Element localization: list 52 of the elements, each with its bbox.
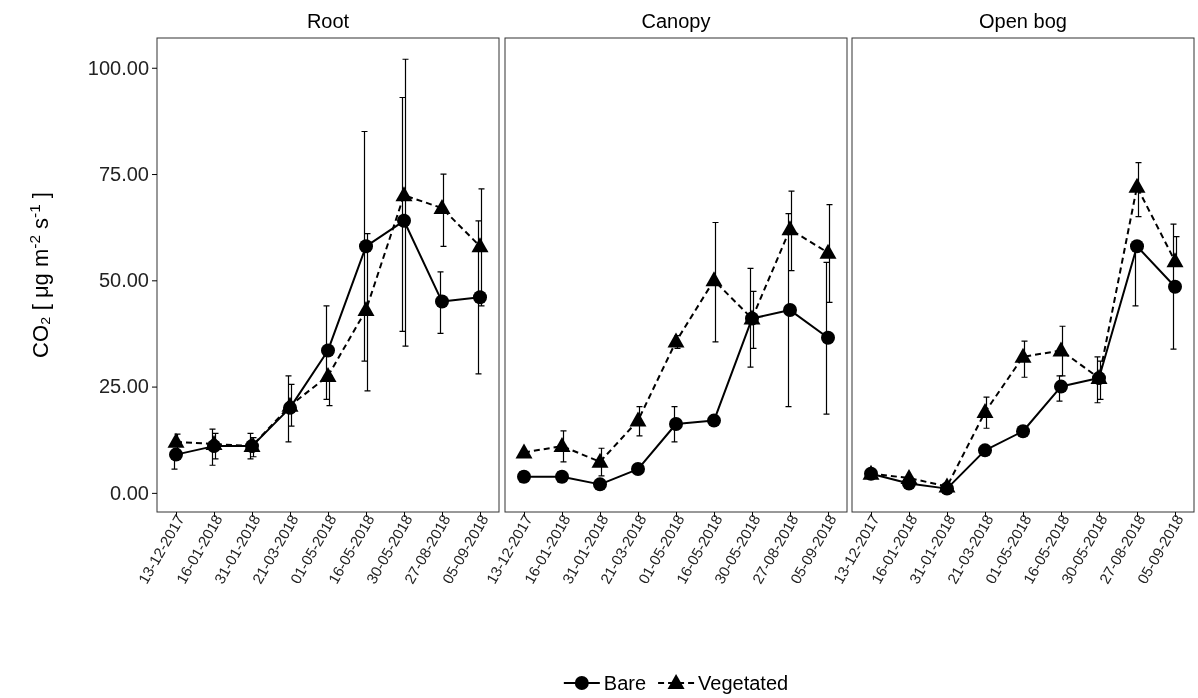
point	[669, 417, 683, 431]
chart-title: Root	[306, 10, 350, 32]
point	[321, 343, 335, 358]
point	[591, 452, 609, 468]
y-tick-label: 100.00	[87, 56, 149, 79]
point	[1168, 279, 1182, 294]
legend-label: Vegetated	[698, 672, 789, 694]
point	[205, 434, 223, 450]
point	[555, 469, 569, 484]
point	[821, 330, 835, 345]
point	[1054, 379, 1068, 394]
point	[1016, 424, 1030, 439]
chart-title: Open bog	[979, 10, 1067, 32]
point	[1130, 239, 1144, 254]
point	[319, 366, 337, 382]
y-tick-label: 50.00	[98, 269, 149, 292]
point	[705, 271, 723, 287]
point	[938, 477, 956, 493]
point	[167, 432, 185, 448]
y-tick-label: 75.00	[98, 162, 149, 185]
point	[978, 443, 992, 458]
point	[1166, 252, 1184, 268]
point	[553, 437, 571, 453]
point	[667, 332, 685, 348]
point	[281, 396, 299, 412]
point	[1128, 177, 1146, 193]
y-tick-label: 25.00	[98, 375, 149, 398]
chart-title: Canopy	[641, 10, 711, 32]
point	[435, 294, 449, 309]
point	[900, 468, 918, 484]
point	[397, 213, 411, 228]
y-tick-label: 0.00	[110, 481, 149, 504]
point	[976, 403, 994, 419]
point	[783, 303, 797, 318]
point	[433, 199, 451, 215]
point	[593, 477, 607, 492]
point	[515, 443, 533, 459]
point	[629, 411, 647, 427]
point	[631, 462, 645, 477]
point	[473, 290, 487, 305]
point	[359, 239, 373, 254]
point	[357, 301, 375, 317]
point	[395, 186, 413, 202]
point	[517, 469, 531, 484]
legend-label: Bare	[603, 672, 647, 694]
point	[707, 413, 721, 428]
point	[169, 447, 183, 462]
point	[471, 237, 489, 253]
point	[781, 220, 799, 236]
point	[819, 243, 837, 259]
point	[1014, 347, 1032, 363]
point	[1052, 341, 1070, 357]
